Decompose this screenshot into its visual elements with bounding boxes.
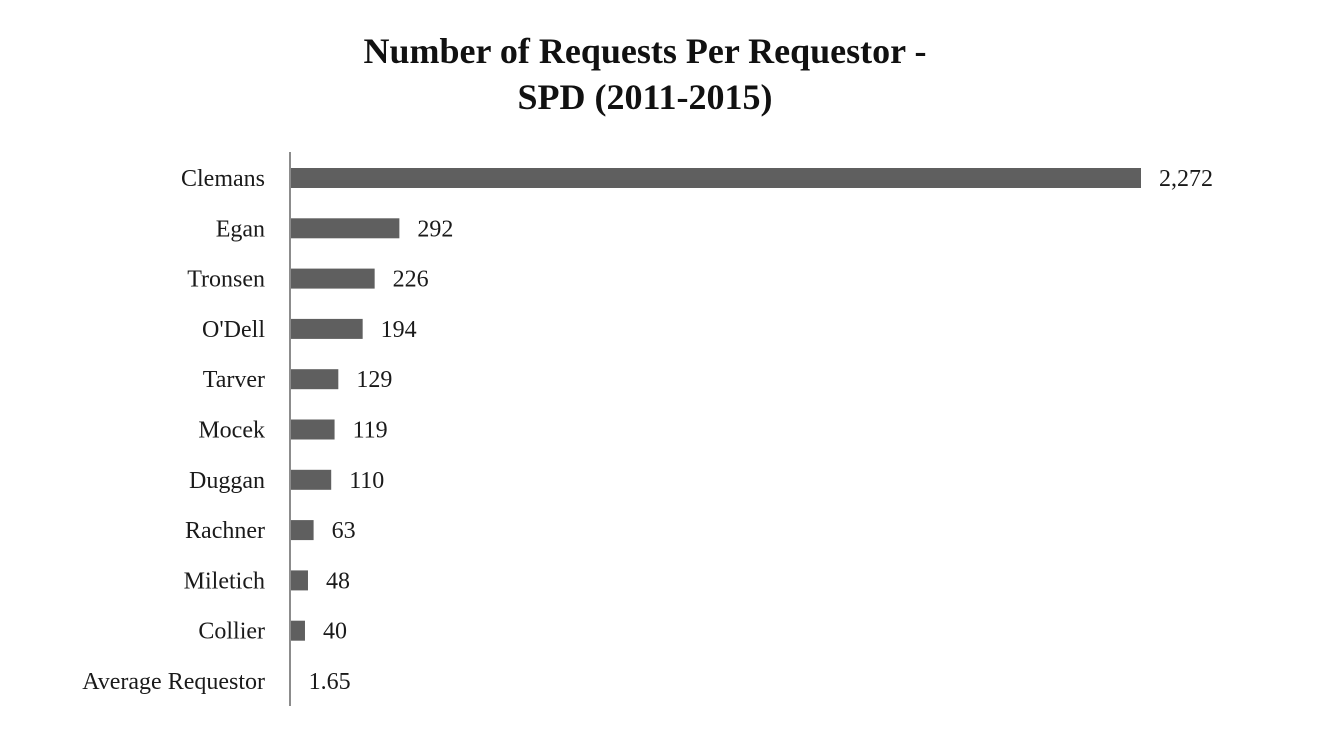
bars-layer: Clemans 2,272 Egan 292 Tronsen 226 O'Dell 194 Ta… [82,166,1213,695]
category-label: O'Dell [202,317,265,343]
category-label: Tronsen [187,267,265,293]
chart-title-line-1: Number of Requests Per Requestor - [363,31,927,71]
bar [290,218,400,239]
value-label: 1.65 [309,669,351,695]
value-label: 194 [381,317,417,343]
bar [290,570,308,591]
value-label: 40 [323,619,347,645]
bar [290,168,1141,188]
bar [290,620,305,641]
bar [290,268,375,289]
category-label: Mocek [198,418,265,444]
category-label: Miletich [184,568,265,594]
bar [290,469,332,490]
category-label: Tarver [203,367,265,393]
value-label: 129 [356,367,392,393]
category-label: Clemans [181,166,265,192]
category-label: Collier [198,619,265,645]
category-label: Egan [216,216,265,242]
chart-title: Number of Requests Per Requestor - SPD (… [0,28,1290,120]
value-label: 2,272 [1159,166,1213,192]
bar [290,369,339,390]
category-label: Duggan [189,468,265,494]
bar [290,520,314,541]
category-label: Average Requestor [82,669,265,695]
chart-title-line-2: SPD (2011-2015) [517,77,773,117]
bar [290,318,363,339]
value-label: 292 [417,216,453,242]
value-label: 63 [332,518,356,544]
value-label: 226 [393,267,429,293]
value-label: 48 [326,568,350,594]
bar [290,419,335,440]
value-label: 119 [353,418,388,444]
category-label: Rachner [185,518,265,544]
value-label: 110 [349,468,384,494]
